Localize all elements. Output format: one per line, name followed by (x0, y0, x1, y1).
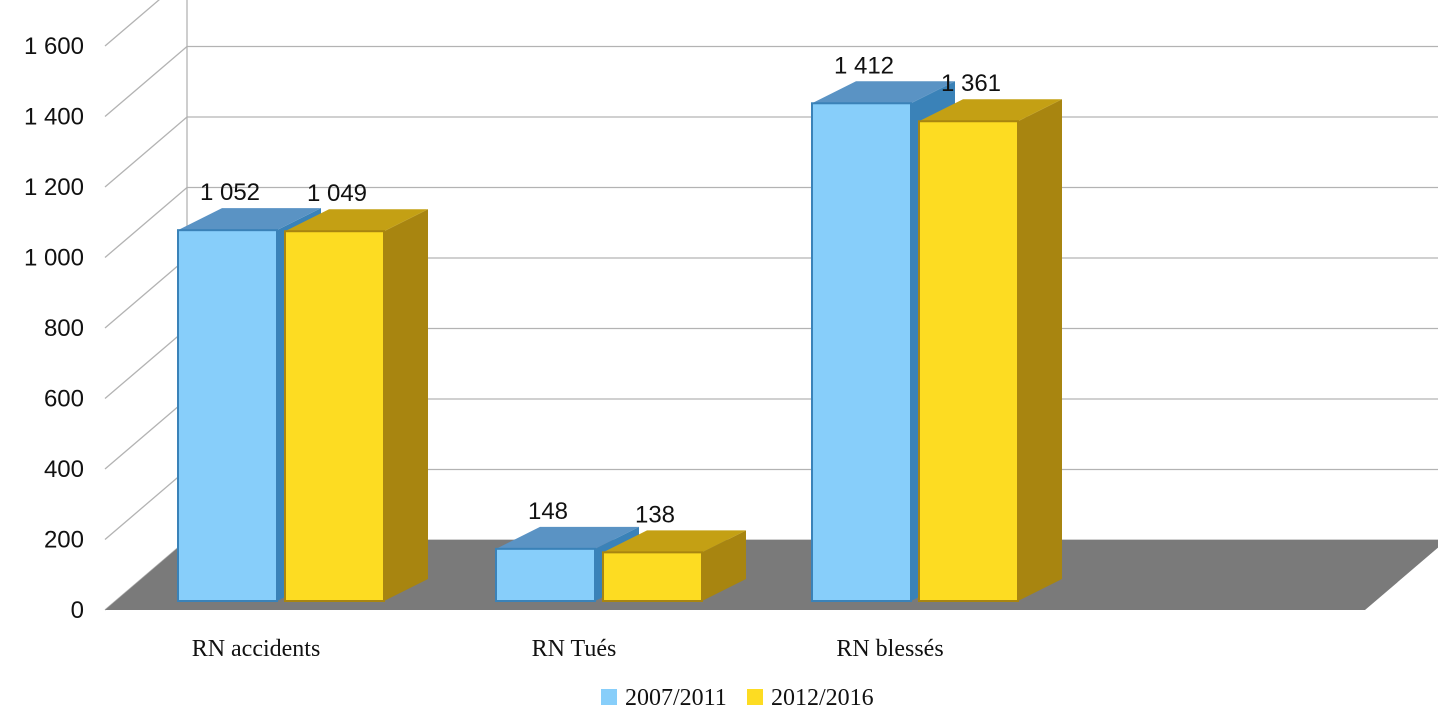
bar-top (496, 526, 639, 549)
bar-side (702, 530, 746, 601)
bar-front (918, 120, 1019, 602)
bar-top (178, 208, 321, 231)
bar-front (284, 230, 385, 602)
bar-series2 (284, 209, 428, 602)
x-tick-label: RN blessés (836, 636, 943, 662)
bar-front (495, 547, 596, 603)
data-label: 1 361 (941, 70, 1001, 97)
y-tick-label: 400 (44, 456, 84, 483)
y-tick-label: 1 000 (24, 245, 84, 272)
bar-series2 (918, 99, 1062, 602)
legend-item: 2007/2011 (601, 685, 727, 711)
gridline-side (104, 187, 188, 258)
y-tick-label: 0 (71, 597, 84, 624)
bar-front (177, 229, 278, 602)
bar-side (384, 209, 428, 602)
y-tick-label: 800 (44, 315, 84, 342)
y-tick-label: 200 (44, 527, 84, 554)
y-tick-label: 600 (44, 386, 84, 413)
x-tick-label: RN accidents (192, 636, 321, 662)
gridline-side (104, 116, 188, 188)
data-label: 138 (635, 501, 675, 528)
y-axis: 0 200 400 600 800 1 000 1 200 1 400 1 600 (24, 33, 84, 624)
legend-swatch (747, 689, 763, 705)
data-labels: 1 052 1 049 148 138 1 412 1 361 (200, 52, 1001, 528)
x-tick-label: RN Tués (532, 636, 617, 662)
data-label: 1 052 (200, 179, 260, 206)
legend-swatch (601, 689, 617, 705)
y-tick-label: 1 400 (24, 104, 84, 131)
gridline-side (104, 398, 188, 470)
gridline-side (104, 46, 188, 117)
gridline-side (104, 328, 188, 399)
chart-bars (177, 81, 1062, 603)
legend: 2007/2011 2012/2016 (601, 685, 874, 711)
x-axis: RN accidents RN Tués RN blessés (192, 636, 944, 662)
y-tick-label: 1 600 (24, 33, 84, 60)
bar-top (812, 81, 955, 104)
bar-top (285, 209, 428, 232)
bar-top (919, 99, 1062, 122)
legend-item: 2012/2016 (747, 685, 874, 711)
bar-side (1018, 99, 1062, 601)
bar-top (603, 530, 746, 553)
legend-label: 2007/2011 (625, 685, 727, 711)
y-tick-label: 1 200 (24, 174, 84, 201)
bar-series2 (602, 530, 746, 602)
data-label: 148 (528, 498, 568, 525)
data-label: 1 049 (307, 180, 367, 207)
floor (105, 540, 1438, 610)
data-label: 1 412 (834, 52, 894, 79)
legend-label: 2012/2016 (771, 685, 874, 711)
gridline-side (104, 257, 188, 329)
chart-floor (105, 540, 1438, 610)
bar-front (811, 102, 912, 603)
gridline-side (104, 469, 188, 540)
bar-front (602, 551, 703, 602)
gridline-side (104, 0, 160, 47)
